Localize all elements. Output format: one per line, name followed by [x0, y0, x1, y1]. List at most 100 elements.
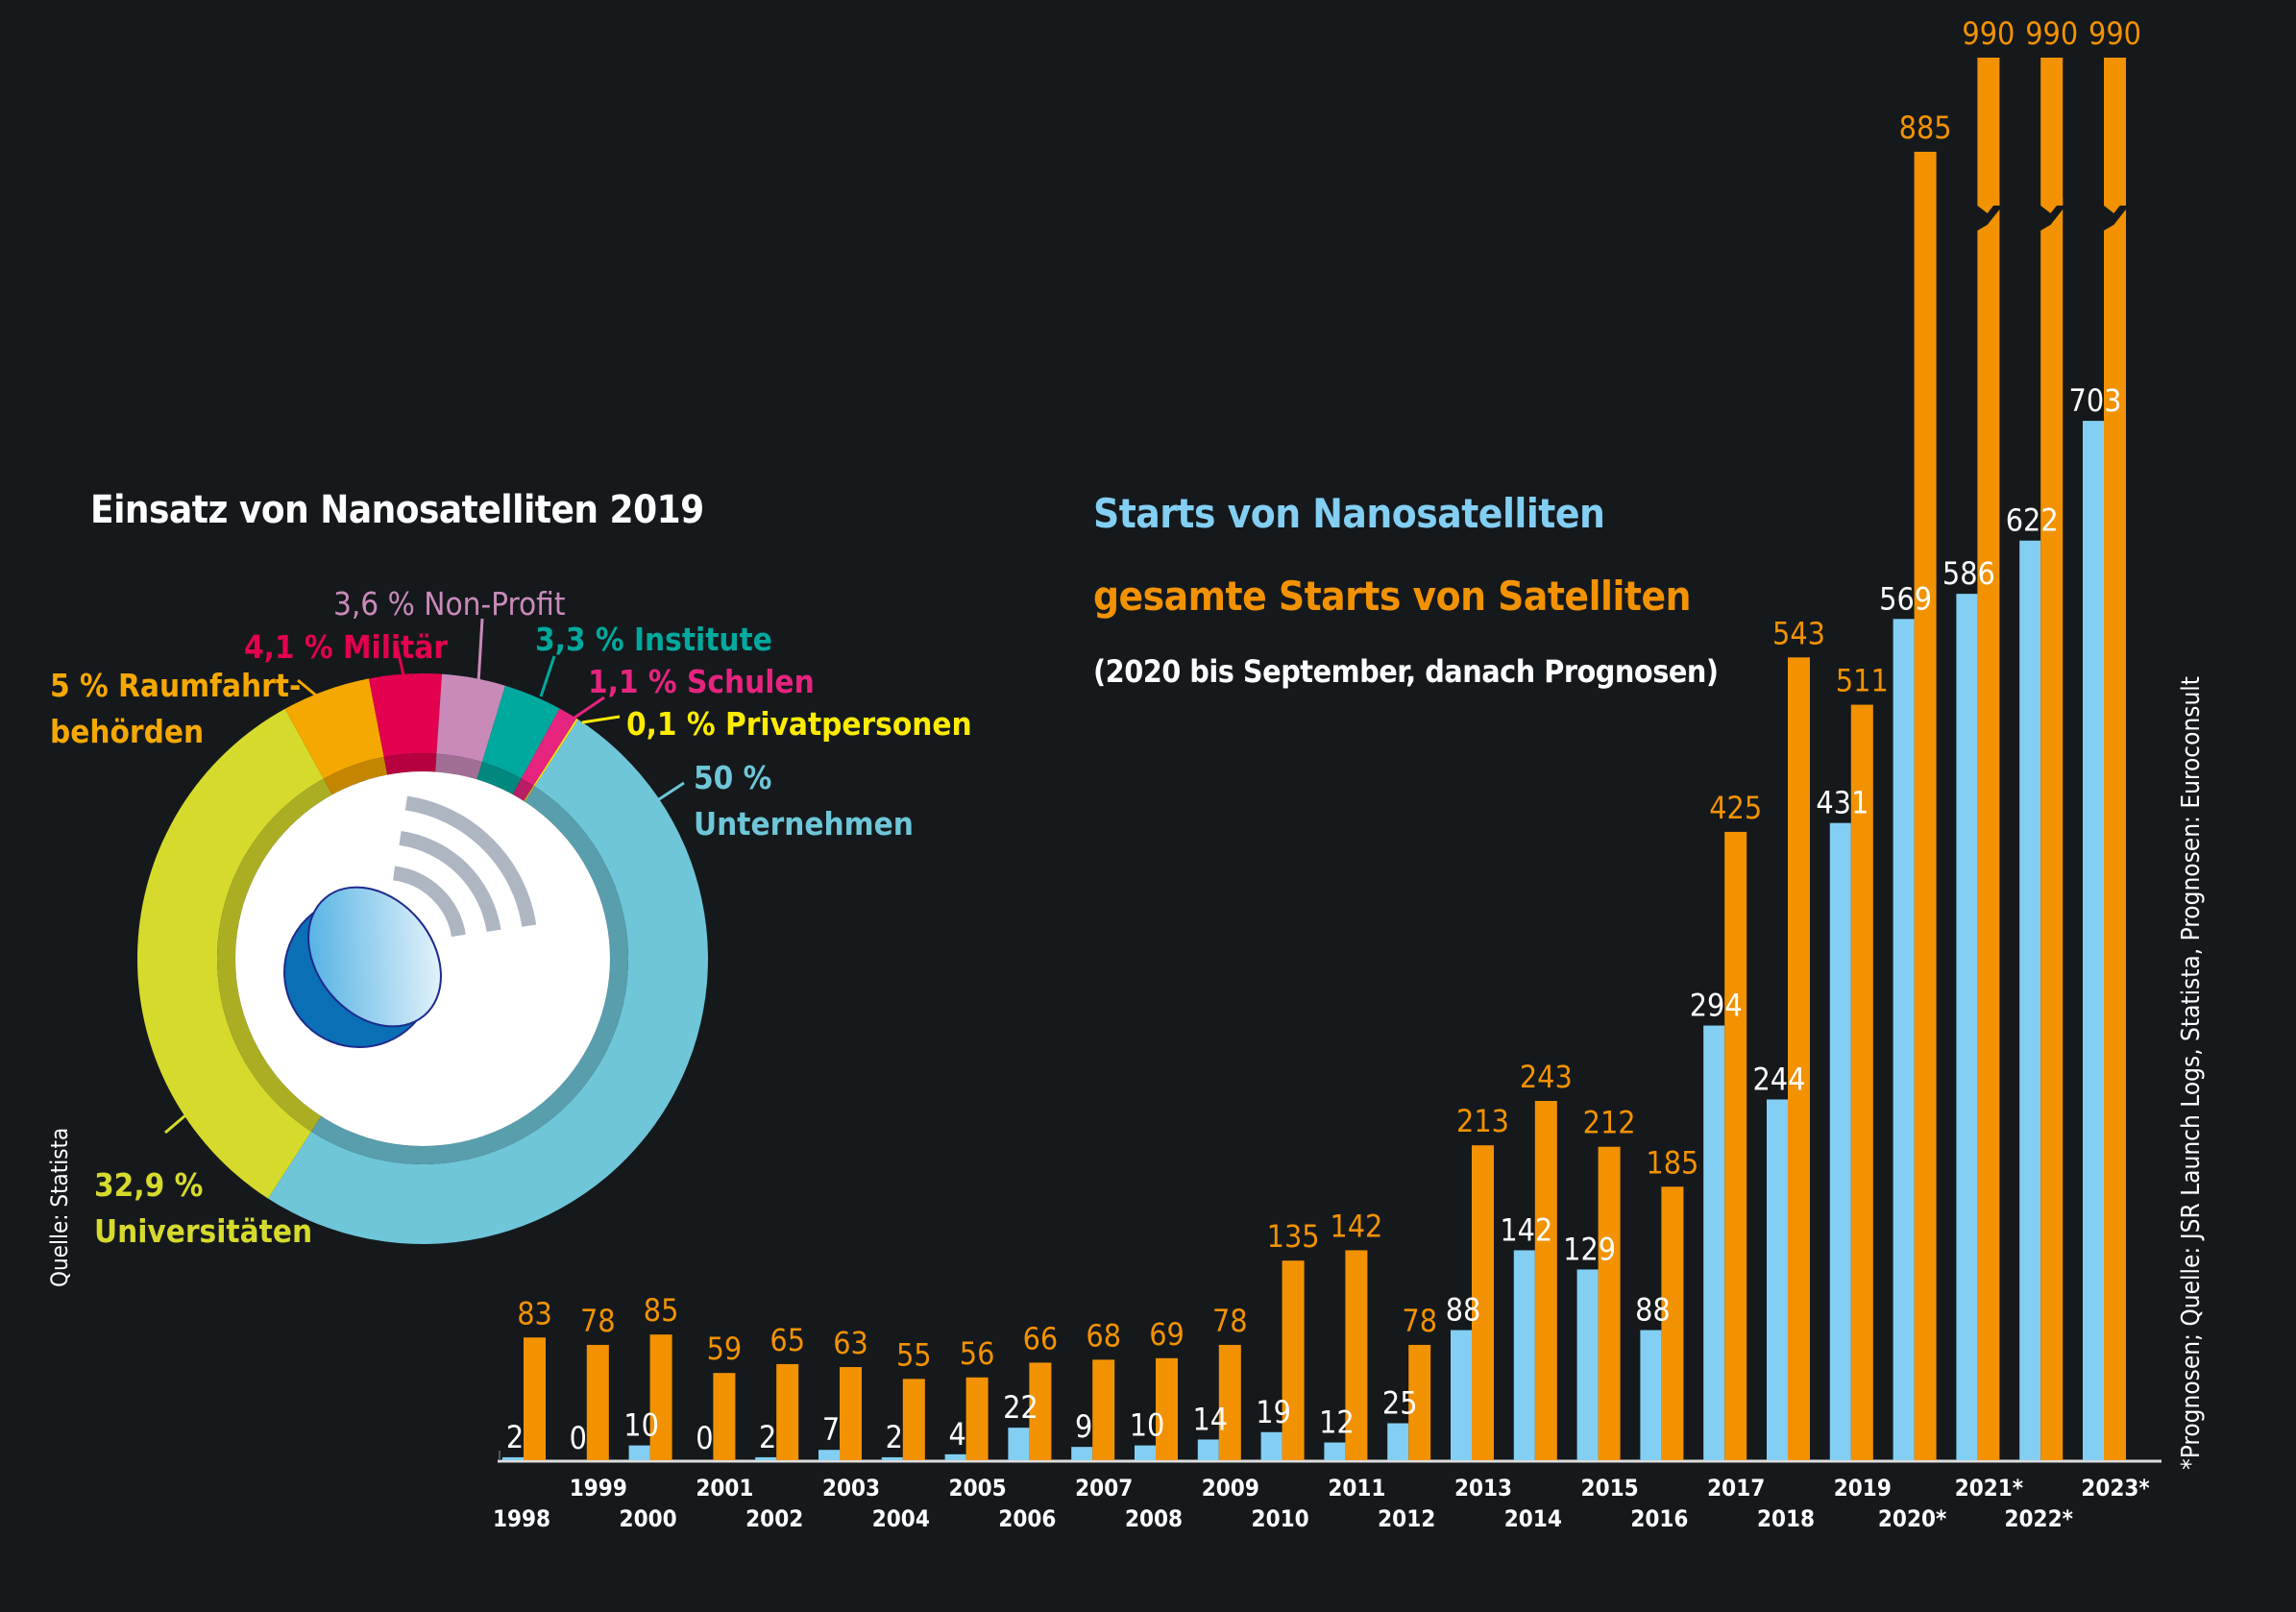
value-label-total: 511 [1836, 663, 1889, 699]
value-label-total: 69 [1149, 1316, 1185, 1353]
value-label-nano: 0 [696, 1420, 713, 1456]
bar-total [713, 1373, 736, 1460]
bar-total [1029, 1362, 1052, 1460]
bar-total [1724, 831, 1747, 1460]
x-tick-label: 2011 [1328, 1475, 1385, 1502]
value-label-total: 990 [2088, 15, 2141, 52]
bar-nano [944, 1453, 966, 1460]
value-label-total: 78 [1402, 1303, 1437, 1339]
value-label-nano: 9 [1075, 1408, 1092, 1445]
bar-nano [1703, 1025, 1725, 1460]
x-tick-label: 2016 [1630, 1505, 1688, 1532]
x-tick-label: 2002 [745, 1505, 803, 1532]
bar-group-2003: 63 7 2003 [818, 1325, 880, 1502]
value-label-nano: 142 [1500, 1211, 1552, 1248]
bar-group-2004: 55 2 2004 [872, 1336, 932, 1532]
bar-total [586, 1344, 609, 1460]
value-label-total: 63 [833, 1325, 868, 1361]
donut-label-non-profit: 3,6 % Non-Profit [333, 581, 565, 627]
bar-nano [628, 1445, 650, 1460]
axis-break-mark [2040, 209, 2064, 231]
bar-total [1408, 1344, 1431, 1460]
value-label-nano: 2 [759, 1419, 776, 1455]
bar-nano [1197, 1439, 1219, 1460]
donut-label-militär: 4,1 % Militär [244, 624, 448, 671]
donut-leader-lines [164, 618, 685, 1135]
x-tick-label: 2008 [1125, 1505, 1183, 1532]
value-label-nano: 10 [1130, 1407, 1165, 1444]
x-tick-label: 2014 [1504, 1505, 1562, 1532]
bar-nano [2019, 540, 2041, 1460]
bar-total [1156, 1357, 1178, 1460]
bar-total [840, 1367, 862, 1460]
leader-line [539, 655, 556, 697]
bar-nano [1135, 1445, 1156, 1460]
donut-slice-privatpersonen [524, 718, 578, 802]
value-label-nano: 294 [1690, 988, 1743, 1024]
x-tick-label: 2020* [1878, 1505, 1946, 1532]
bar-total [1914, 151, 1937, 1461]
bar-nano [1324, 1442, 1346, 1460]
bar-total [1218, 1344, 1241, 1460]
value-label-total: 59 [707, 1331, 743, 1367]
value-label-total: 65 [769, 1322, 805, 1358]
x-tick-label: 2010 [1252, 1505, 1309, 1532]
bar-total [2040, 231, 2064, 1460]
bar-total [902, 1379, 925, 1460]
value-label-total: 990 [1962, 15, 2015, 52]
bar-nano [1008, 1428, 1030, 1460]
bar-total [524, 1337, 546, 1460]
bar-total [776, 1363, 799, 1460]
value-label-total: 425 [1709, 790, 1762, 826]
value-label-nano: 22 [1003, 1389, 1038, 1426]
leader-line [658, 781, 685, 801]
axis-break-mark [2040, 198, 2064, 213]
x-tick-label: 2007 [1075, 1475, 1133, 1502]
bar-group-2007: 68 9 2007 [1071, 1317, 1133, 1502]
value-label-total: 78 [580, 1303, 616, 1339]
bar-nano [1640, 1330, 1662, 1460]
donut-slice-institute [476, 685, 560, 794]
bar-chart-subtitle: (2020 bis September, danach Prognosen) [1093, 653, 1719, 690]
bar-total [1282, 1260, 1305, 1460]
value-label-total: 56 [960, 1335, 995, 1372]
donut-chart-title: Einsatz von Nanosatelliten 2019 [90, 488, 704, 532]
bar-group-2016: 185 88 2016 [1630, 1144, 1698, 1532]
bar-nano [1071, 1447, 1093, 1460]
x-tick-label: 1999 [570, 1475, 627, 1502]
bar-group-2017: 425 294 2017 [1690, 790, 1766, 1502]
value-label-total: 135 [1267, 1218, 1320, 1255]
x-tick-label: 2009 [1202, 1475, 1259, 1502]
donut-label-schulen: 1,1 % Schulen [588, 659, 815, 705]
x-tick-label: 2021* [1955, 1475, 2023, 1502]
value-label-nano: 2 [506, 1419, 524, 1455]
donut-label-value: 5 % Raumfahrt- [50, 667, 302, 704]
bar-nano [1451, 1330, 1472, 1460]
bar-total [1788, 657, 1810, 1460]
donut-slice-non-profit [435, 673, 505, 780]
bar-chart-title-nano: Starts von Nanosatelliten [1093, 490, 1605, 537]
x-tick-label: 2018 [1757, 1505, 1815, 1532]
bar-group-2013: 213 88 2013 [1446, 1103, 1512, 1502]
axis-break-mark [2104, 198, 2126, 213]
leader-line [581, 715, 621, 724]
value-label-total: 185 [1646, 1144, 1698, 1181]
bar-total [1977, 231, 2000, 1460]
bar-total [1092, 1359, 1115, 1460]
bar-group-2015: 212 129 2015 [1563, 1105, 1639, 1502]
donut-slice-schulen [512, 708, 577, 801]
value-label-nano: 244 [1753, 1061, 1806, 1097]
x-tick-label: 2003 [822, 1475, 880, 1502]
bar-total [2104, 231, 2126, 1460]
donut-label-value: 3,6 % Non-Profit [333, 585, 566, 623]
value-label-nano: 25 [1382, 1385, 1418, 1422]
bar-nano [1829, 822, 1851, 1460]
bar-group-2002: 65 2 2002 [745, 1322, 805, 1532]
donut-label-institute: 3,3 % Institute [535, 617, 772, 663]
value-label-nano: 569 [1879, 580, 1932, 617]
bar-nano [1893, 619, 1915, 1460]
x-tick-label: 2019 [1834, 1475, 1892, 1502]
donut-label-category: behörden [50, 713, 205, 750]
axis-break-mark [2104, 209, 2126, 231]
